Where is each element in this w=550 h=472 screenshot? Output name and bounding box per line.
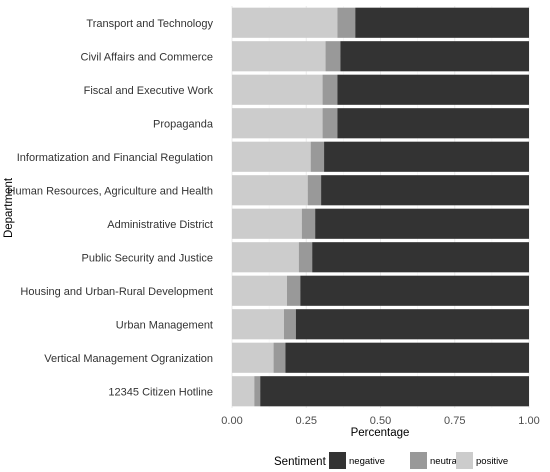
bars (232, 7, 529, 407)
x-tick-labels: 0.00 0.25 0.50 0.75 1.00 (221, 415, 539, 427)
legend-key-neutral (410, 452, 427, 469)
bar-segment-neutral (283, 309, 296, 340)
legend-label-neutral: neutral (430, 456, 459, 467)
category-label: Vertical Management Ogranization (44, 353, 213, 365)
bar-segment-neutral (298, 242, 313, 273)
x-tick-label: 0.00 (221, 415, 242, 427)
category-label: Administrative District (107, 219, 213, 231)
category-label: Urban Management (116, 319, 213, 331)
x-axis-title: Percentage (351, 427, 410, 439)
bar-segment-neutral (286, 275, 301, 306)
category-label: Civil Affairs and Commerce (81, 51, 213, 63)
bar-segment-negative (300, 275, 529, 306)
bar-segment-neutral (325, 41, 341, 72)
category-label: 12345 Citizen Hotline (108, 386, 213, 398)
bar-segment-negative (340, 41, 529, 72)
bar-segment-positive (232, 7, 338, 38)
bar-segment-positive (232, 141, 311, 172)
x-tick-label: 1.00 (518, 415, 539, 427)
x-tick-label: 0.50 (370, 415, 391, 427)
category-labels: Transport and Technology Civil Affairs an… (8, 18, 214, 399)
bar-segment-negative (260, 376, 529, 407)
x-tick-label: 0.75 (444, 415, 465, 427)
category-label: Housing and Urban-Rural Development (20, 286, 213, 298)
category-label: Transport and Technology (86, 18, 213, 30)
bar-segment-neutral (301, 208, 316, 239)
bar-segment-neutral (310, 141, 325, 172)
bar-segment-positive (232, 175, 308, 206)
bar-segment-negative (355, 7, 529, 38)
category-label: Fiscal and Executive Work (84, 85, 214, 97)
bar-segment-negative (295, 309, 529, 340)
bar-segment-negative (324, 141, 529, 172)
bar-segment-neutral (337, 7, 356, 38)
x-tick-label: 0.25 (296, 415, 317, 427)
bar-segment-negative (337, 74, 529, 105)
bar-segment-neutral (322, 108, 338, 139)
bar-segment-neutral (322, 74, 338, 105)
legend: Sentiment negative neutral positive (274, 452, 508, 469)
legend-label-negative: negative (349, 456, 385, 467)
category-label: Human Resources, Agriculture and Health (8, 185, 213, 197)
y-axis-title: Department (3, 177, 15, 238)
legend-key-positive (456, 452, 473, 469)
bar-segment-positive (232, 74, 323, 105)
bar-segment-negative (312, 242, 529, 273)
bar-segment-positive (232, 275, 287, 306)
category-label: Propaganda (153, 118, 214, 130)
bar-segment-negative (285, 342, 529, 373)
legend-title: Sentiment (274, 456, 327, 468)
bar-segment-negative (321, 175, 529, 206)
category-label: Public Security and Justice (82, 252, 213, 264)
bar-segment-positive (232, 108, 323, 139)
legend-key-negative (329, 452, 346, 469)
legend-label-positive: positive (476, 456, 508, 467)
bar-segment-neutral (254, 376, 261, 407)
bar-segment-positive (232, 342, 274, 373)
bar-segment-positive (232, 208, 302, 239)
bar-segment-positive (232, 242, 299, 273)
bar-segment-positive (232, 41, 326, 72)
bar-segment-negative (315, 208, 529, 239)
bar-segment-neutral (273, 342, 286, 373)
bar-segment-positive (232, 309, 284, 340)
bar-segment-neutral (307, 175, 322, 206)
bar-segment-negative (337, 108, 529, 139)
category-label: Informatization and Financial Regulation (17, 152, 213, 164)
bar-segment-positive (232, 376, 255, 407)
